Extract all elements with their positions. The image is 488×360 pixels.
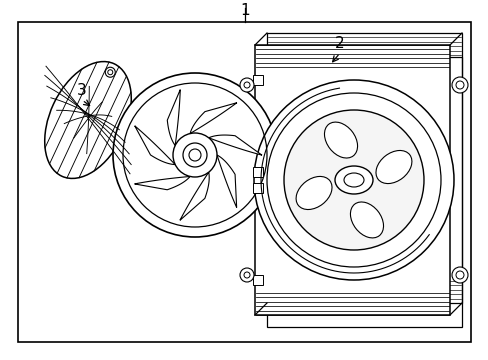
Ellipse shape <box>296 176 331 210</box>
Polygon shape <box>167 90 180 145</box>
Circle shape <box>173 133 217 177</box>
Polygon shape <box>134 176 190 190</box>
Polygon shape <box>190 103 236 134</box>
Text: 1: 1 <box>240 3 249 18</box>
Circle shape <box>105 67 115 77</box>
Circle shape <box>189 149 201 161</box>
Bar <box>252 183 263 193</box>
Polygon shape <box>134 126 175 165</box>
Circle shape <box>253 80 453 280</box>
Circle shape <box>240 268 253 282</box>
Circle shape <box>113 73 276 237</box>
Ellipse shape <box>343 173 363 187</box>
Ellipse shape <box>350 202 383 238</box>
Circle shape <box>455 271 463 279</box>
Bar <box>266 33 461 303</box>
Ellipse shape <box>324 122 357 158</box>
Bar <box>252 167 263 177</box>
Polygon shape <box>217 155 236 207</box>
Bar <box>252 275 263 285</box>
Circle shape <box>451 77 467 93</box>
Circle shape <box>244 272 249 278</box>
Circle shape <box>240 78 253 92</box>
Circle shape <box>183 143 206 167</box>
Text: 2: 2 <box>334 36 344 51</box>
Text: 3: 3 <box>77 83 87 98</box>
Bar <box>252 75 263 85</box>
Ellipse shape <box>334 166 372 194</box>
Polygon shape <box>208 135 262 155</box>
Circle shape <box>244 82 249 88</box>
Circle shape <box>284 110 423 250</box>
Ellipse shape <box>375 150 411 184</box>
Circle shape <box>455 81 463 89</box>
Circle shape <box>451 267 467 283</box>
Bar <box>18 22 470 342</box>
Ellipse shape <box>44 62 131 179</box>
Bar <box>254 45 449 315</box>
Circle shape <box>107 70 113 75</box>
Polygon shape <box>180 172 209 220</box>
Bar <box>266 57 461 327</box>
